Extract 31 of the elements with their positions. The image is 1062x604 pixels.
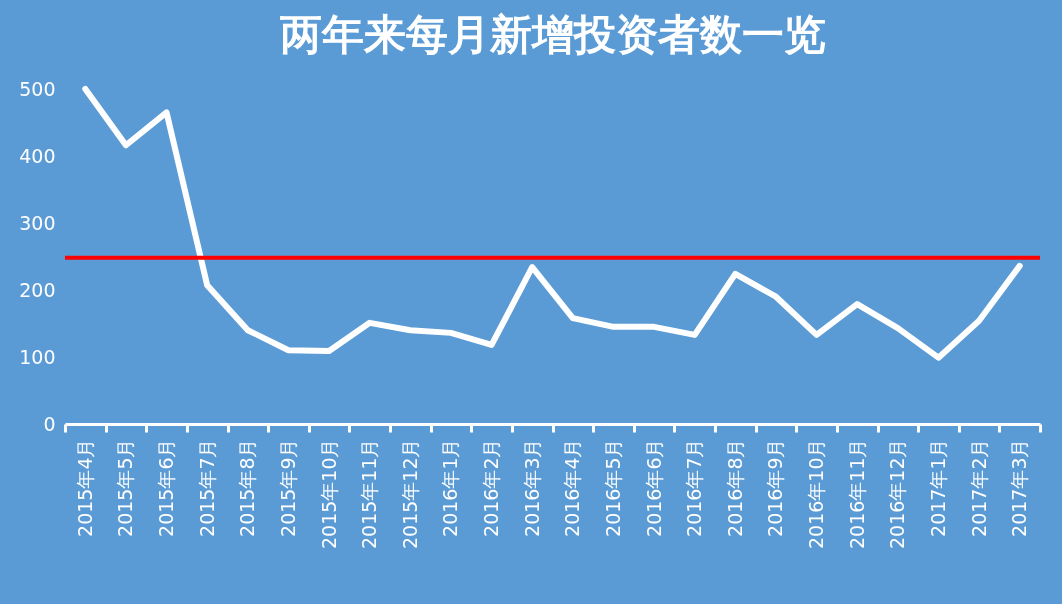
x-tick-label: 2016年9月 <box>764 438 787 537</box>
y-tick-label: 100 <box>19 345 56 368</box>
x-tick-label: 2015年8月 <box>236 438 259 537</box>
y-tick-label: 300 <box>19 211 56 234</box>
x-tick-label: 2016年8月 <box>723 438 746 537</box>
y-tick-label: 200 <box>19 278 56 301</box>
x-tick-label: 2015年7月 <box>195 438 218 537</box>
x-tick-label: 2017年2月 <box>967 438 990 537</box>
x-tick-label: 2015年10月 <box>317 438 340 550</box>
y-tick-label: 400 <box>19 144 56 167</box>
x-tick-label: 2016年6月 <box>642 438 665 537</box>
x-tick-label: 2016年11月 <box>845 438 868 550</box>
x-tick-label: 2015年12月 <box>398 438 421 550</box>
y-tick-label: 500 <box>19 77 56 100</box>
x-tick-label: 2015年11月 <box>358 438 381 550</box>
x-tick-label: 2017年3月 <box>1008 438 1031 537</box>
x-tick-label: 2016年12月 <box>886 438 909 550</box>
x-tick-label: 2016年7月 <box>683 438 706 537</box>
x-tick-label: 2015年4月 <box>73 438 96 537</box>
x-tick-label: 2017年1月 <box>926 438 949 537</box>
chart-title: 两年来每月新增投资者数一览 <box>278 10 826 59</box>
x-tick-label: 2016年4月 <box>561 438 584 537</box>
x-tick-label: 2015年5月 <box>114 438 137 537</box>
x-tick-label: 2016年2月 <box>480 438 503 537</box>
y-tick-label: 0 <box>43 412 56 435</box>
x-tick-label: 2016年10月 <box>805 438 828 550</box>
x-tick-label: 2016年3月 <box>520 438 543 537</box>
x-tick-label: 2016年5月 <box>601 438 624 537</box>
x-tick-label: 2015年6月 <box>155 438 178 537</box>
x-tick-label: 2016年1月 <box>439 438 462 537</box>
x-tick-label: 2015年9月 <box>276 438 299 537</box>
